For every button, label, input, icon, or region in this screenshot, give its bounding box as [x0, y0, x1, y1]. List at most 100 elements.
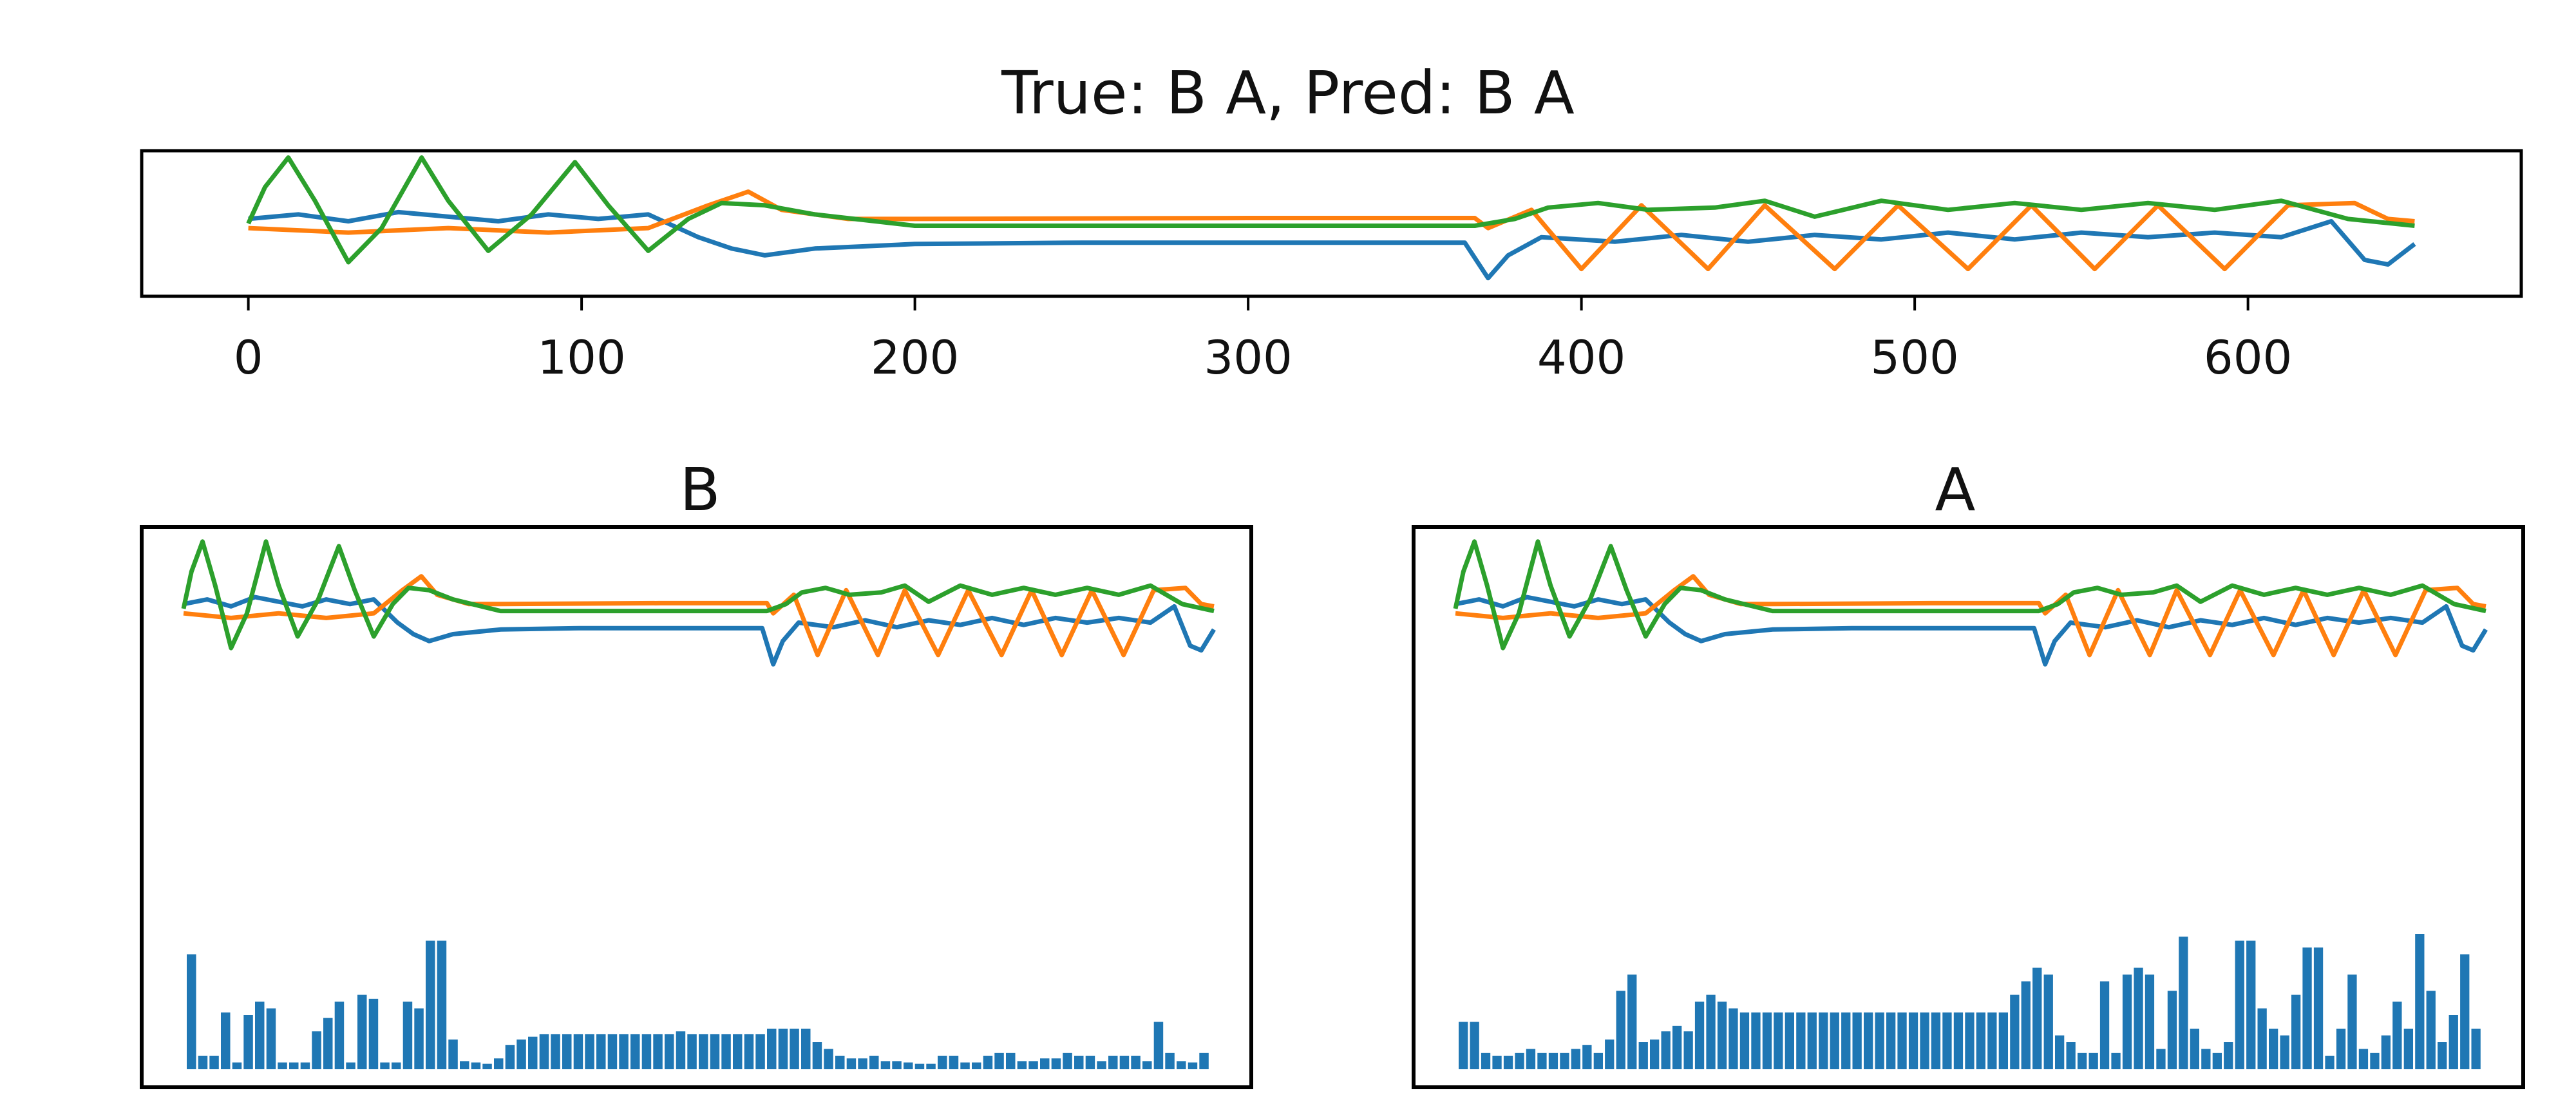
- panelA-bar: [2280, 1035, 2289, 1069]
- panelA-bar: [2246, 940, 2256, 1069]
- panelB-bar: [528, 1036, 538, 1069]
- panelB-bar: [596, 1034, 606, 1069]
- panelA-bar: [1920, 1012, 1929, 1069]
- panelA-bar: [2460, 954, 2470, 1069]
- main-series-orange: [248, 189, 2415, 272]
- panelB-bar: [926, 1063, 936, 1069]
- panelA-bar: [2336, 1029, 2346, 1069]
- panelA-bar: [1762, 1012, 1772, 1069]
- panelB-bar: [562, 1034, 572, 1069]
- panelA-bar: [1852, 1012, 1862, 1069]
- panelA-bar: [2381, 1035, 2391, 1069]
- panelB-bar: [1017, 1061, 1027, 1069]
- panelA-bar: [1605, 1039, 1615, 1069]
- panelB-bar: [1199, 1052, 1209, 1069]
- panelA-bar: [2145, 975, 2155, 1069]
- panelA-bar: [2415, 934, 2425, 1069]
- panelA-bar: [2088, 1052, 2098, 1069]
- panelB-bar: [334, 1002, 345, 1069]
- panelA-bar: [2122, 975, 2132, 1069]
- panelA-bar: [2448, 1015, 2458, 1069]
- panelB-bar: [516, 1039, 526, 1069]
- panelA-bar: [1942, 1012, 1952, 1069]
- panelA-bar: [1672, 1025, 1682, 1069]
- panelB-bar: [665, 1034, 674, 1069]
- x-tick-label: 200: [871, 330, 959, 385]
- panel-a-bars: [1459, 934, 2481, 1069]
- panel-a-lines: [1453, 539, 2488, 667]
- panelB-bar: [392, 1062, 401, 1069]
- panelA-bar: [2426, 991, 2436, 1069]
- panelB-bar: [733, 1034, 743, 1069]
- panelA-bar: [2111, 1052, 2121, 1069]
- panelA-bar: [2021, 981, 2031, 1069]
- panelB-bar: [972, 1062, 981, 1069]
- panelB-bar: [755, 1034, 765, 1069]
- panelA-bar: [1864, 1012, 1873, 1069]
- panelB-bar: [187, 954, 196, 1069]
- panelB-bar: [471, 1062, 481, 1069]
- main-plot-lines: [246, 155, 2416, 281]
- panelA-bar: [2099, 981, 2110, 1069]
- panel-b-title: B: [679, 455, 720, 524]
- panelA-bar: [2325, 1056, 2334, 1069]
- panelA-bar: [1807, 1012, 1817, 1069]
- panelB-bar: [846, 1058, 857, 1069]
- panelA-bar: [2190, 1029, 2199, 1069]
- panelA-bar: [1650, 1039, 1660, 1069]
- panelA-bar: [1638, 1042, 1648, 1069]
- panelB-bar: [573, 1034, 583, 1069]
- panel-a-frame: [1412, 525, 2525, 1089]
- panelA-bar: [1897, 1012, 1907, 1069]
- panelA-bar: [1582, 1045, 1592, 1069]
- panelA-bar: [1548, 1052, 1558, 1069]
- panelB-bar: [1006, 1052, 1016, 1069]
- panelA-bar: [1931, 1012, 1941, 1069]
- panelB-bar: [1119, 1056, 1130, 1069]
- panelA-bar: [1728, 1008, 1738, 1069]
- panelA-bar: [2167, 991, 2177, 1069]
- panelA-bar: [1571, 1049, 1580, 1069]
- panelB-bar: [676, 1031, 686, 1069]
- panelA-bar: [2257, 1008, 2267, 1069]
- panelA-bar: [2179, 937, 2188, 1069]
- panelA-bar: [2403, 1029, 2413, 1069]
- panelB-bar: [835, 1056, 845, 1069]
- panelA-bar: [1503, 1056, 1513, 1069]
- panelB-bar: [824, 1049, 833, 1069]
- panelB-bar: [801, 1029, 811, 1069]
- panelA-bar: [1819, 1012, 1828, 1069]
- panelA-bar: [2291, 995, 2301, 1069]
- panelA-bar: [2313, 947, 2324, 1069]
- panelB-bar: [744, 1034, 754, 1069]
- panelA-bar: [1875, 1012, 1884, 1069]
- panelB-bar: [1142, 1061, 1152, 1069]
- panelB-bar: [1028, 1061, 1038, 1069]
- panelA-bar: [2134, 967, 2143, 1069]
- panelB-bar: [380, 1062, 390, 1069]
- panelB-bar: [994, 1052, 1004, 1069]
- main-series-green: [246, 155, 2415, 265]
- panelA-bar: [2392, 1002, 2402, 1069]
- panelB-bar: [368, 998, 379, 1069]
- panelB-bar: [687, 1034, 697, 1069]
- panelB-bar: [426, 940, 435, 1069]
- panelB-bar: [1097, 1061, 1106, 1069]
- panelB-bar: [1177, 1061, 1186, 1069]
- main-title: True: B A, Pred: B A: [1001, 59, 1575, 128]
- panelB-bar: [1040, 1058, 1050, 1069]
- panelA-bar: [1751, 1012, 1761, 1069]
- panelA-bar: [2043, 975, 2053, 1069]
- panelB-series-orange: [183, 574, 1215, 658]
- panelA-bar: [1908, 1012, 1918, 1069]
- panelB-bar: [539, 1034, 549, 1069]
- panelB-bar: [221, 1012, 231, 1069]
- panelB-bar: [460, 1061, 469, 1069]
- panelA-bar: [2471, 1029, 2481, 1069]
- panelA-bar: [1965, 1012, 1975, 1069]
- panelB-bar: [1051, 1058, 1061, 1069]
- x-tick-label: 0: [234, 330, 263, 385]
- panelB-bar: [812, 1042, 822, 1069]
- panelB-bar: [710, 1034, 720, 1069]
